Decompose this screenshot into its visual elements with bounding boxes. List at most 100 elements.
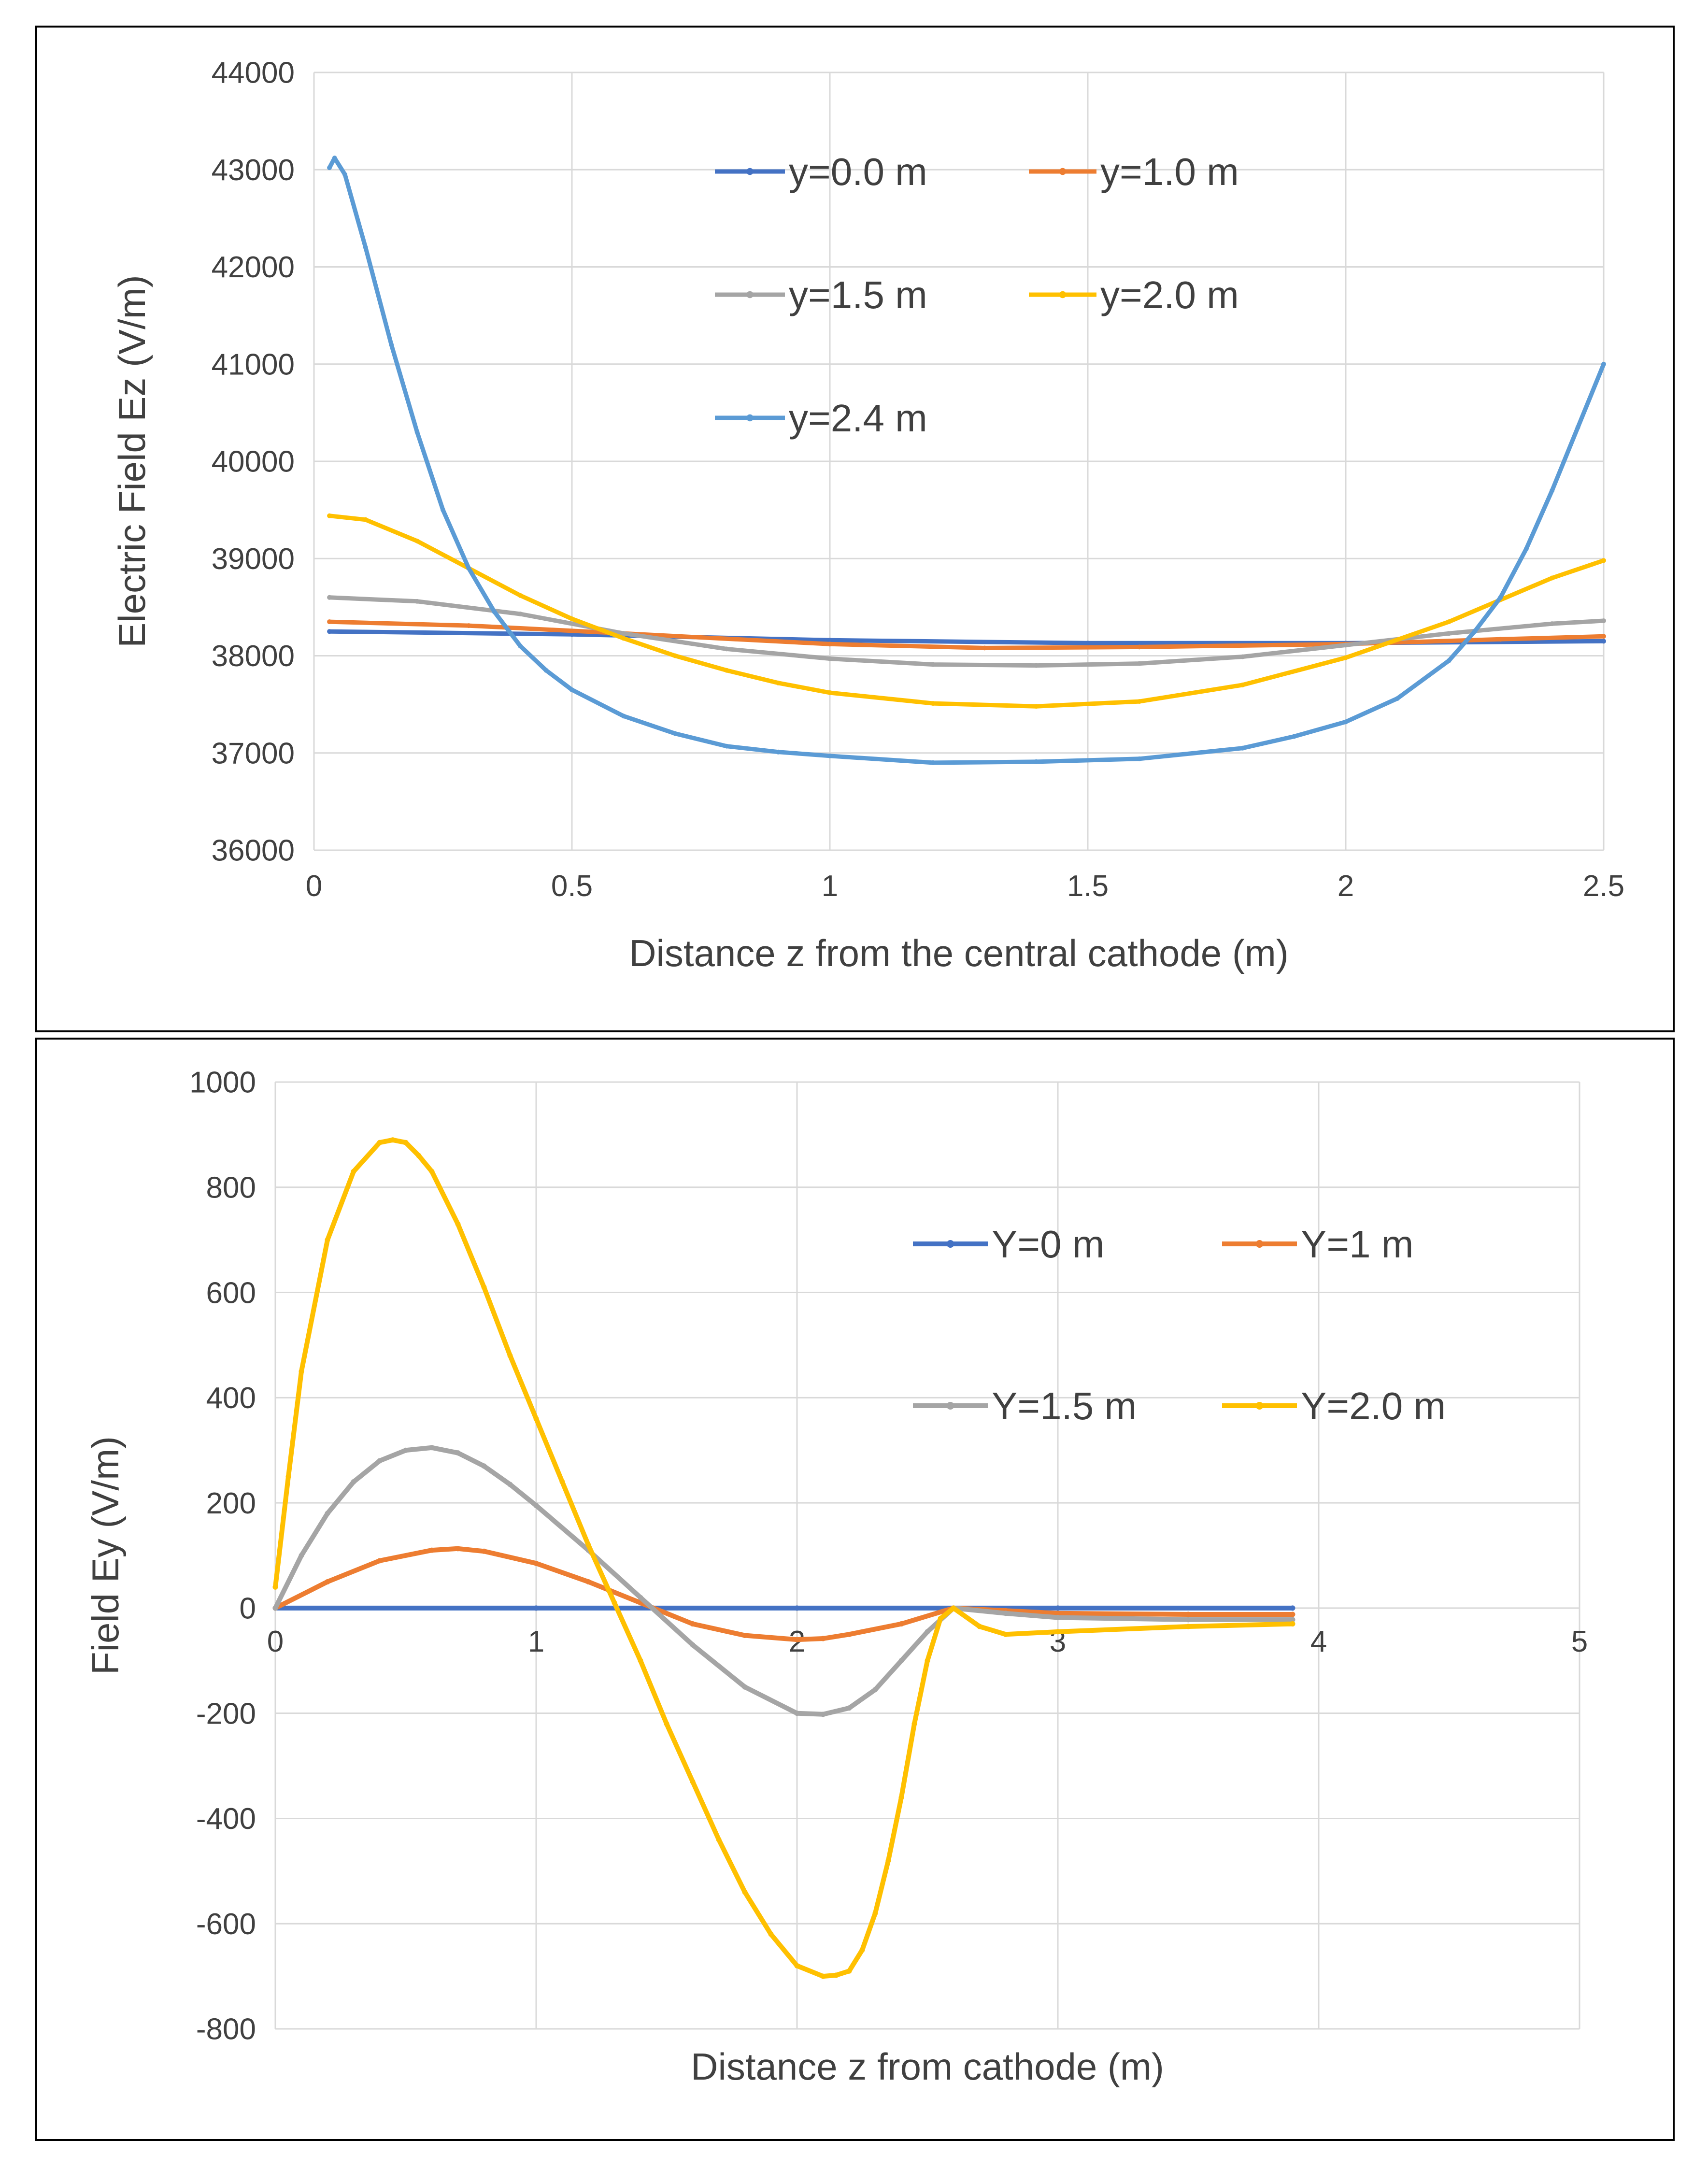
- data-point: [403, 1448, 409, 1453]
- series-line-4: [329, 516, 1604, 707]
- data-point: [544, 668, 549, 673]
- data-point: [673, 654, 678, 658]
- data-point: [518, 643, 523, 648]
- y-tick-label: 44000: [212, 57, 295, 90]
- y-tick-label: 41000: [212, 348, 295, 381]
- data-point: [827, 754, 832, 758]
- legend-marker: [746, 414, 753, 421]
- data-point: [482, 1284, 487, 1290]
- data-point: [455, 1222, 461, 1227]
- data-point: [327, 513, 332, 518]
- data-point: [931, 701, 936, 706]
- data-point: [860, 1947, 865, 1953]
- data-point: [776, 750, 781, 755]
- data-point: [938, 1616, 943, 1621]
- data-point: [1003, 1611, 1009, 1616]
- data-point: [1498, 637, 1503, 642]
- data-point: [327, 165, 332, 170]
- data-point: [1137, 756, 1142, 761]
- data-point: [899, 1658, 904, 1663]
- x-axis-title: Distance z from the central cathode (m): [629, 932, 1289, 974]
- data-point: [429, 1169, 435, 1174]
- data-point: [795, 1605, 800, 1611]
- data-point: [1290, 1621, 1295, 1626]
- data-point: [508, 1353, 513, 1358]
- legend-marker: [947, 1240, 954, 1248]
- data-point: [351, 1169, 356, 1174]
- data-point: [415, 599, 420, 604]
- legend-label: Y=2.0 m: [1301, 1384, 1446, 1427]
- y-axis-title: Electric Field Ez (V/m): [111, 275, 153, 647]
- data-point: [638, 1595, 643, 1600]
- legend-marker: [947, 1402, 954, 1410]
- data-point: [1472, 629, 1477, 634]
- y-tick-label: 0: [240, 1592, 256, 1626]
- y-tick-label: 36000: [212, 834, 295, 868]
- data-point: [1137, 699, 1142, 704]
- data-point: [1240, 655, 1245, 659]
- data-point: [429, 1548, 435, 1553]
- data-point: [821, 1974, 826, 1979]
- ez-chart: 0 0.5 1 1.5 2 2.53600037000380003900040000410…: [111, 57, 1624, 974]
- data-point: [363, 517, 368, 522]
- data-point: [1055, 1615, 1061, 1620]
- data-point: [1343, 642, 1348, 647]
- data-point: [834, 1972, 839, 1978]
- x-tick-label: 0: [267, 1625, 284, 1658]
- data-point: [1034, 759, 1039, 764]
- data-point: [351, 1479, 356, 1484]
- data-point: [912, 1721, 917, 1726]
- y-tick-label: 42000: [212, 251, 295, 284]
- data-point: [299, 1369, 304, 1374]
- data-point: [415, 430, 420, 435]
- data-point: [273, 1605, 278, 1611]
- data-point: [1601, 634, 1606, 639]
- legend-marker: [1256, 1240, 1264, 1248]
- data-point: [1292, 734, 1296, 739]
- data-point: [873, 1687, 878, 1692]
- data-point: [769, 1932, 774, 1937]
- data-point: [690, 1779, 696, 1784]
- data-point: [621, 631, 626, 636]
- data-point: [327, 629, 332, 634]
- y-tick-label: 37000: [212, 737, 295, 770]
- data-point: [1601, 362, 1606, 367]
- data-point: [534, 1605, 539, 1611]
- legend-label: Y=1.5 m: [992, 1384, 1137, 1427]
- data-point: [951, 1605, 956, 1611]
- data-point: [873, 1911, 878, 1916]
- data-point: [621, 713, 626, 718]
- y-tick-label: 600: [206, 1276, 256, 1310]
- data-point: [1524, 546, 1529, 551]
- data-point: [638, 1658, 643, 1663]
- data-point: [273, 1584, 278, 1590]
- y-tick-label: 38000: [212, 640, 295, 673]
- ey-chart: 012345-800-600-400-20002004006008001000D…: [84, 1066, 1588, 2088]
- data-point: [518, 593, 523, 598]
- data-point: [415, 539, 420, 543]
- y-tick-label: 40000: [212, 445, 295, 479]
- data-point: [286, 1474, 291, 1479]
- data-point: [455, 1450, 461, 1455]
- data-point: [534, 1416, 539, 1421]
- data-point: [690, 1642, 696, 1648]
- data-point: [1137, 644, 1142, 649]
- data-point: [621, 636, 626, 641]
- data-point: [325, 1579, 330, 1584]
- data-point: [482, 1549, 487, 1554]
- data-point: [325, 1237, 330, 1242]
- data-point: [1550, 576, 1554, 581]
- data-point: [827, 656, 832, 661]
- data-point: [925, 1658, 930, 1663]
- data-point: [390, 1137, 396, 1142]
- data-point: [664, 1721, 669, 1726]
- data-point: [847, 1632, 852, 1637]
- y-tick-label: 400: [206, 1382, 256, 1415]
- legend-marker: [1059, 291, 1066, 298]
- x-tick-label: 0.5: [551, 870, 593, 903]
- data-point: [795, 1963, 800, 1968]
- legend-label: y=2.4 m: [789, 397, 927, 440]
- data-point: [1550, 488, 1554, 493]
- data-point: [690, 1621, 696, 1626]
- data-point: [1085, 641, 1090, 645]
